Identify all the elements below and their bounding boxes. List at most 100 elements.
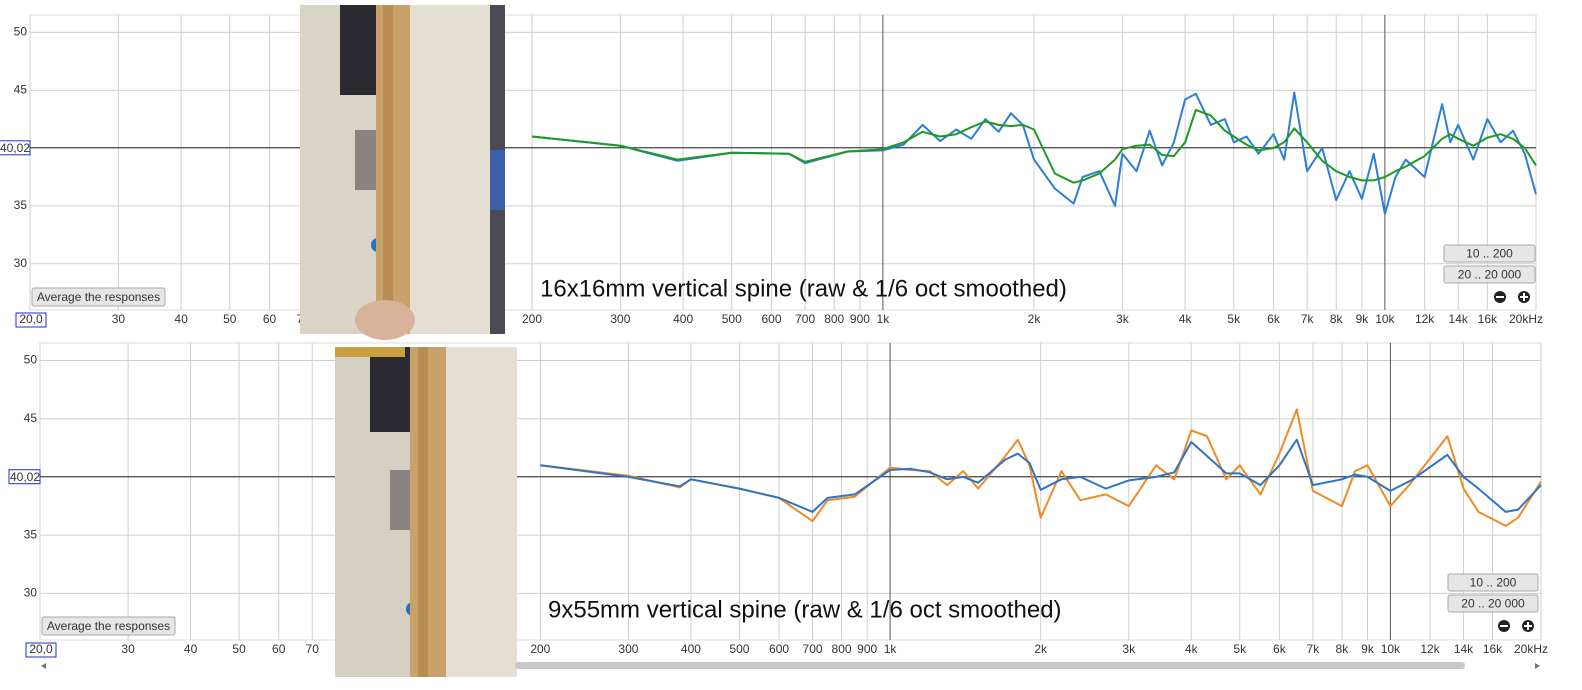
photo xyxy=(335,347,517,677)
button-label[interactable]: 10 .. 200 xyxy=(1466,247,1513,261)
x-tick-label: 16k xyxy=(1478,312,1498,326)
photo xyxy=(300,5,505,340)
zoom-icon[interactable] xyxy=(1500,625,1508,627)
x-tick-label: 60 xyxy=(263,312,277,326)
x-tick-label: 10k xyxy=(1375,312,1395,326)
x-tick-label: 16k xyxy=(1483,642,1503,656)
y-tick-label: 35 xyxy=(14,198,28,212)
button-label[interactable]: Average the responses xyxy=(47,619,170,633)
x-tick-label: 400 xyxy=(681,642,701,656)
zoom-icon[interactable] xyxy=(1523,293,1525,301)
button-body[interactable] xyxy=(31,287,166,307)
x-tick-label: 6k xyxy=(1267,312,1281,326)
x-tick-label: 2k xyxy=(1028,312,1042,326)
button-body[interactable] xyxy=(1443,265,1536,284)
reference-box xyxy=(8,469,41,485)
x-tick-label: 600 xyxy=(769,642,789,656)
reference-label: 40,02 xyxy=(0,141,30,155)
reference-box xyxy=(0,140,31,156)
x-tick-label: 20kHz xyxy=(1509,312,1543,326)
x-tick-label: 900 xyxy=(857,642,877,656)
y-tick-label: 30 xyxy=(14,256,28,270)
y-tick-label: 35 xyxy=(24,527,38,541)
x-tick-label: 70 xyxy=(306,642,320,656)
x-tick-label: 14k xyxy=(1449,312,1469,326)
button-body[interactable] xyxy=(1443,244,1536,263)
x-tick-label: 900 xyxy=(850,312,870,326)
y-tick-label: 30 xyxy=(24,586,38,600)
plot-area xyxy=(29,14,1537,311)
x-tick-label: 7k xyxy=(1301,312,1315,326)
button[interactable]: 10 .. 200 xyxy=(1447,573,1539,592)
zoom-button[interactable] xyxy=(1498,620,1510,632)
reference-label: 40,02 xyxy=(10,470,40,484)
button-body[interactable] xyxy=(1447,573,1539,592)
x-tick-label: 3k xyxy=(1122,642,1136,656)
x-tick-label: 30 xyxy=(121,642,135,656)
y-tick-label: 45 xyxy=(14,82,28,96)
tick-box xyxy=(25,642,57,658)
chart: 303540455020,030405060702003004005006007… xyxy=(8,342,1548,658)
x-tick-label: 9k xyxy=(1361,642,1375,656)
x-tick-label: 700 xyxy=(803,642,823,656)
tick-box xyxy=(15,312,47,328)
button[interactable]: Average the responses xyxy=(31,287,166,307)
x-tick-label: 300 xyxy=(610,312,630,326)
x-tick-label: 5k xyxy=(1227,312,1241,326)
x-tick-label: 40 xyxy=(174,312,188,326)
zoom-button[interactable] xyxy=(1494,291,1506,303)
button[interactable]: Average the responses xyxy=(41,616,176,636)
x-tick-label: 400 xyxy=(673,312,693,326)
x-tick-label: 1k xyxy=(884,642,898,656)
response-curve xyxy=(540,408,1542,527)
chart-title: 16x16mm vertical spine (raw & 1/6 oct sm… xyxy=(540,275,1067,302)
x-tick-label: 800 xyxy=(832,642,852,656)
plot-area xyxy=(39,342,1542,641)
x-tick-label: 5k xyxy=(1233,642,1247,656)
x-tick-label: 8k xyxy=(1336,642,1350,656)
x-tick-label: 700 xyxy=(795,312,815,326)
response-curve xyxy=(531,91,1537,215)
response-curve xyxy=(531,108,1537,184)
x-tick-label: 4k xyxy=(1179,312,1193,326)
x-tick-label: 50 xyxy=(223,312,237,326)
button[interactable]: 20 .. 20 000 xyxy=(1447,594,1539,613)
x-tick-label: 600 xyxy=(761,312,781,326)
response-curve xyxy=(540,438,1542,513)
zoom-button[interactable] xyxy=(1522,620,1534,632)
x-tick-label: 10k xyxy=(1381,642,1401,656)
zoom-icon[interactable] xyxy=(1527,622,1529,630)
chart-title: 9x55mm vertical spine (raw & 1/6 oct smo… xyxy=(548,596,1062,623)
x-tick-label: 200 xyxy=(522,312,542,326)
x-tick-label: 3k xyxy=(1116,312,1130,326)
x-tick-label: 20,0 xyxy=(19,312,43,326)
x-tick-label: 6k xyxy=(1273,642,1287,656)
button-label[interactable]: 20 .. 20 000 xyxy=(1461,597,1525,611)
chart: 303540455020,030405060702003004005006007… xyxy=(0,14,1543,328)
x-tick-label: 40 xyxy=(184,642,198,656)
x-tick-label: 20kHz xyxy=(1514,642,1548,656)
zoom-button[interactable] xyxy=(1518,291,1530,303)
x-tick-label: 200 xyxy=(530,642,550,656)
x-tick-label: 50 xyxy=(232,642,246,656)
y-tick-label: 50 xyxy=(14,25,28,39)
scrollbar[interactable] xyxy=(515,662,1465,669)
zoom-icon[interactable] xyxy=(1496,296,1504,298)
y-tick-label: 45 xyxy=(24,411,38,425)
button-body[interactable] xyxy=(1447,594,1539,613)
x-tick-label: 800 xyxy=(824,312,844,326)
x-tick-label: 1k xyxy=(877,312,891,326)
button-label[interactable]: 20 .. 20 000 xyxy=(1458,268,1522,282)
button-label[interactable]: 10 .. 200 xyxy=(1470,576,1517,590)
button-body[interactable] xyxy=(41,616,176,636)
x-tick-label: 20,0 xyxy=(29,642,53,656)
button[interactable]: 10 .. 200 xyxy=(1443,244,1536,263)
button-label[interactable]: Average the responses xyxy=(37,290,160,304)
x-tick-label: 30 xyxy=(112,312,126,326)
x-tick-label: 9k xyxy=(1356,312,1370,326)
button[interactable]: 20 .. 20 000 xyxy=(1443,265,1536,284)
y-tick-label: 50 xyxy=(24,353,38,367)
x-tick-label: 8k xyxy=(1330,312,1344,326)
x-tick-label: 12k xyxy=(1415,312,1435,326)
